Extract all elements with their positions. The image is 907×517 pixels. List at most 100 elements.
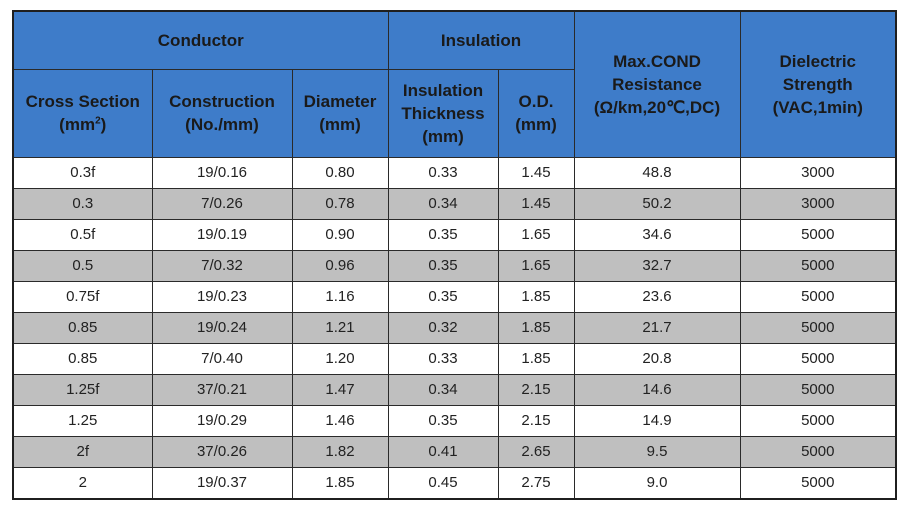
table-row: 2f 37/0.26 1.82 0.41 2.65 9.5 5000	[12, 435, 897, 468]
insulation-thickness-cell: 0.32	[387, 311, 499, 344]
construction-cell: 37/0.26	[151, 435, 293, 468]
resistance-cell: 50.2	[573, 187, 741, 220]
insulation-header: Insulation	[387, 10, 575, 70]
insulation-thickness-cell: 0.45	[387, 466, 499, 499]
dielectric-cell: 5000	[739, 404, 897, 437]
max-cond-resistance-header: Max.COND Resistance (Ω/km,20℃,DC)	[573, 10, 741, 158]
dielectric-cell: 3000	[739, 156, 897, 189]
resistance-cell: 14.6	[573, 373, 741, 406]
construction-header: Construction (No./mm)	[151, 68, 293, 158]
od-cell: 1.45	[497, 156, 575, 189]
resistance-cell: 20.8	[573, 342, 741, 375]
cross-section-cell: 0.85	[12, 311, 153, 344]
cross-section-cell: 2	[12, 466, 153, 499]
construction-cell: 19/0.16	[151, 156, 293, 189]
diameter-cell: 1.21	[291, 311, 389, 344]
diameter-cell: 1.16	[291, 280, 389, 313]
cable-spec-table: Conductor Insulation Max.COND Resistance…	[12, 10, 897, 500]
table-row: 0.5f 19/0.19 0.90 0.35 1.65 34.6 5000	[12, 218, 897, 251]
dielectric-cell: 5000	[739, 373, 897, 406]
od-cell: 1.65	[497, 218, 575, 251]
dielectric-cell: 5000	[739, 342, 897, 375]
construction-cell: 19/0.29	[151, 404, 293, 437]
table-row: 0.3f 19/0.16 0.80 0.33 1.45 48.8 3000	[12, 156, 897, 189]
diameter-cell: 0.96	[291, 249, 389, 282]
cross-section-cell: 0.5f	[12, 218, 153, 251]
resistance-cell: 48.8	[573, 156, 741, 189]
resistance-cell: 14.9	[573, 404, 741, 437]
cross-section-cell: 1.25f	[12, 373, 153, 406]
insulation-thickness-cell: 0.35	[387, 280, 499, 313]
od-cell: 1.85	[497, 311, 575, 344]
od-cell: 1.85	[497, 342, 575, 375]
dielectric-cell: 5000	[739, 218, 897, 251]
resistance-cell: 34.6	[573, 218, 741, 251]
od-cell: 2.15	[497, 404, 575, 437]
diameter-cell: 1.82	[291, 435, 389, 468]
dielectric-cell: 5000	[739, 435, 897, 468]
table-row: 2 19/0.37 1.85 0.45 2.75 9.0 5000	[12, 466, 897, 499]
construction-cell: 7/0.32	[151, 249, 293, 282]
dielectric-strength-header: Dielectric Strength (VAC,1min)	[739, 10, 897, 158]
insulation-thickness-cell: 0.41	[387, 435, 499, 468]
resistance-cell: 32.7	[573, 249, 741, 282]
diameter-cell: 0.78	[291, 187, 389, 220]
insulation-thickness-cell: 0.33	[387, 156, 499, 189]
diameter-header: Diameter (mm)	[291, 68, 389, 158]
diameter-cell: 0.90	[291, 218, 389, 251]
insulation-thickness-cell: 0.33	[387, 342, 499, 375]
construction-cell: 19/0.24	[151, 311, 293, 344]
resistance-cell: 23.6	[573, 280, 741, 313]
od-cell: 2.65	[497, 435, 575, 468]
dielectric-cell: 5000	[739, 249, 897, 282]
cross-section-cell: 0.3	[12, 187, 153, 220]
construction-cell: 37/0.21	[151, 373, 293, 406]
insulation-thickness-cell: 0.34	[387, 373, 499, 406]
diameter-cell: 1.46	[291, 404, 389, 437]
cross-section-cell: 1.25	[12, 404, 153, 437]
construction-cell: 19/0.19	[151, 218, 293, 251]
cross-section-cell: 0.85	[12, 342, 153, 375]
table-row: 0.3 7/0.26 0.78 0.34 1.45 50.2 3000	[12, 187, 897, 220]
conductor-header: Conductor	[12, 10, 389, 70]
table-row: 1.25 19/0.29 1.46 0.35 2.15 14.9 5000	[12, 404, 897, 437]
diameter-cell: 0.80	[291, 156, 389, 189]
od-cell: 1.45	[497, 187, 575, 220]
cross-section-cell: 0.5	[12, 249, 153, 282]
cross-section-cell: 0.75f	[12, 280, 153, 313]
insulation-thickness-header: Insulation Thickness (mm)	[387, 68, 499, 158]
diameter-cell: 1.47	[291, 373, 389, 406]
construction-cell: 7/0.40	[151, 342, 293, 375]
table-row: 0.75f 19/0.23 1.16 0.35 1.85 23.6 5000	[12, 280, 897, 313]
table-row: 0.85 7/0.40 1.20 0.33 1.85 20.8 5000	[12, 342, 897, 375]
od-cell: 1.65	[497, 249, 575, 282]
construction-cell: 19/0.23	[151, 280, 293, 313]
od-cell: 1.85	[497, 280, 575, 313]
od-cell: 2.75	[497, 466, 575, 499]
resistance-cell: 21.7	[573, 311, 741, 344]
insulation-thickness-cell: 0.35	[387, 404, 499, 437]
cross-section-cell: 2f	[12, 435, 153, 468]
diameter-cell: 1.20	[291, 342, 389, 375]
dielectric-cell: 5000	[739, 311, 897, 344]
dielectric-cell: 5000	[739, 466, 897, 499]
dielectric-cell: 5000	[739, 280, 897, 313]
table-row: 1.25f 37/0.21 1.47 0.34 2.15 14.6 5000	[12, 373, 897, 406]
table-row: 0.5 7/0.32 0.96 0.35 1.65 32.7 5000	[12, 249, 897, 282]
diameter-cell: 1.85	[291, 466, 389, 499]
od-cell: 2.15	[497, 373, 575, 406]
insulation-thickness-cell: 0.35	[387, 249, 499, 282]
table-body: 0.3f 19/0.16 0.80 0.33 1.45 48.8 3000 0.3 7/0.26…	[12, 156, 897, 499]
resistance-cell: 9.5	[573, 435, 741, 468]
od-header: O.D. (mm)	[497, 68, 575, 158]
insulation-thickness-cell: 0.35	[387, 218, 499, 251]
resistance-cell: 9.0	[573, 466, 741, 499]
dielectric-cell: 3000	[739, 187, 897, 220]
spec-table-container: Conductor Insulation Max.COND Resistance…	[12, 10, 897, 500]
table-row: 0.85 19/0.24 1.21 0.32 1.85 21.7 5000	[12, 311, 897, 344]
cross-section-cell: 0.3f	[12, 156, 153, 189]
construction-cell: 19/0.37	[151, 466, 293, 499]
cross-section-header: Cross Section (mm2)	[12, 68, 153, 158]
insulation-thickness-cell: 0.34	[387, 187, 499, 220]
construction-cell: 7/0.26	[151, 187, 293, 220]
